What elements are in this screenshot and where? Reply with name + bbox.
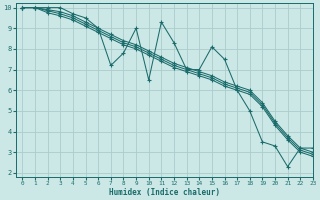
- X-axis label: Humidex (Indice chaleur): Humidex (Indice chaleur): [109, 188, 220, 197]
